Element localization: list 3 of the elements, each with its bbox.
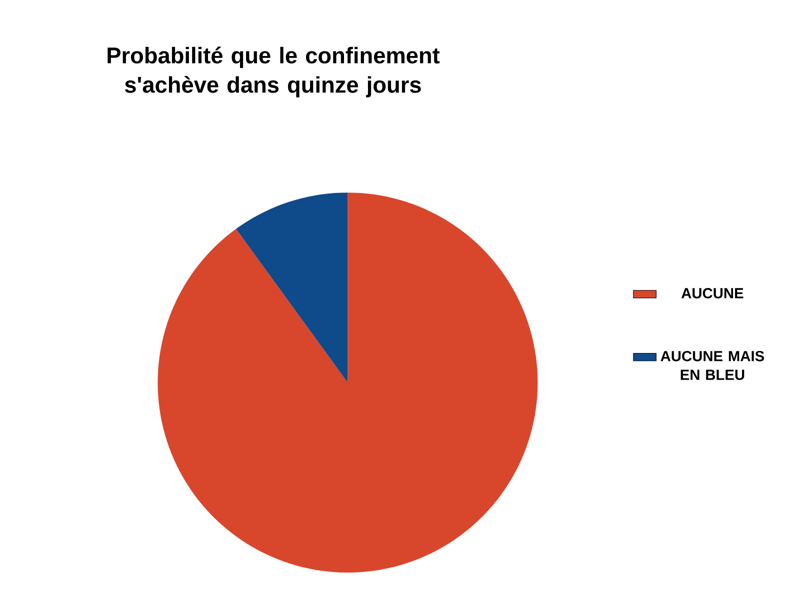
legend-label: AUCUNE [681,288,744,298]
chart-title: Probabilité que le confinement s'achève dans quinze jours [108,46,440,98]
legend-label: AUCUNE MAIS EN BLEU [660,350,764,380]
